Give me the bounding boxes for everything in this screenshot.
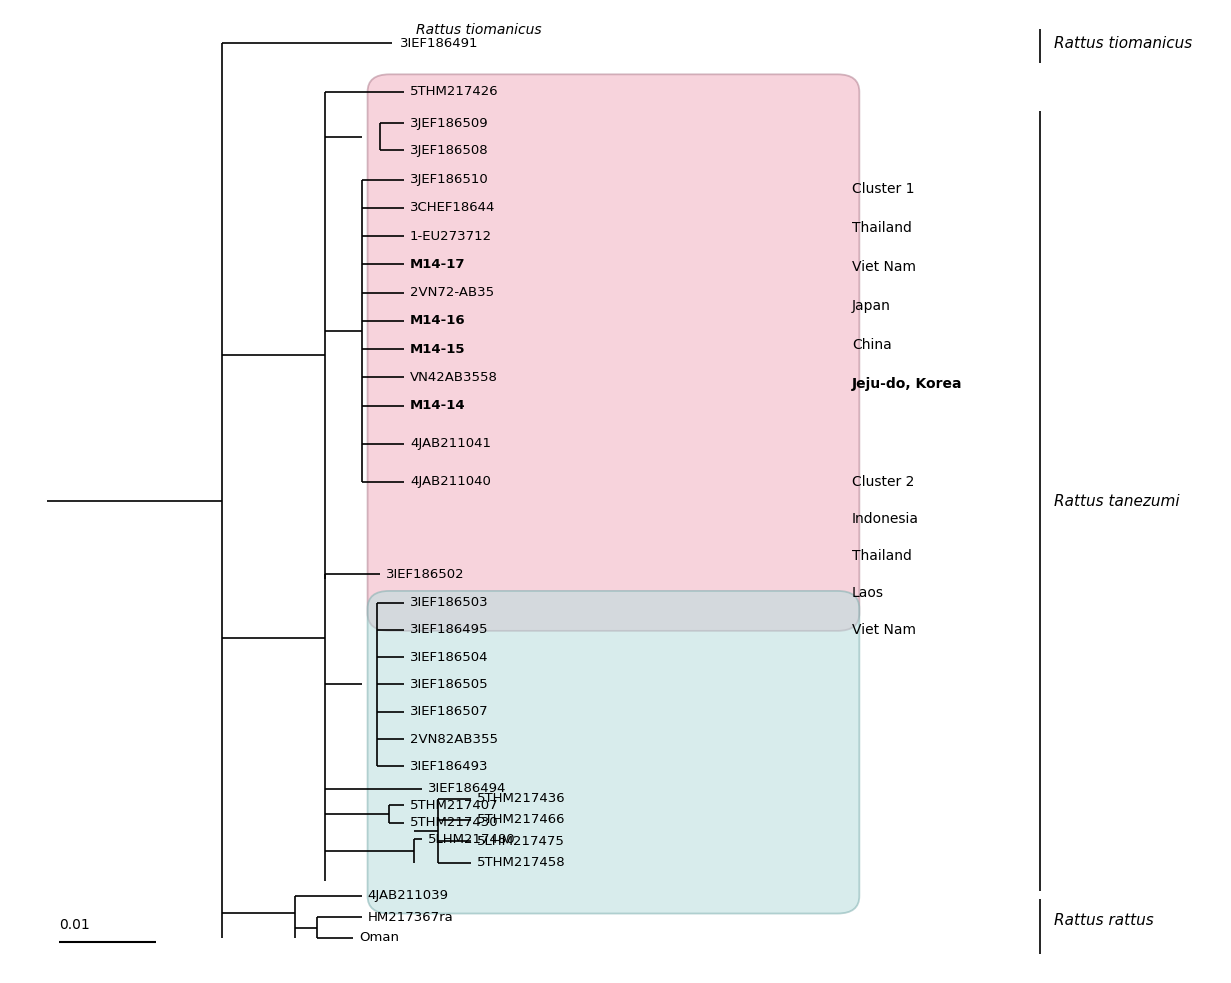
Text: M14-17: M14-17 <box>410 258 465 271</box>
Text: 5LHM217475: 5LHM217475 <box>476 835 565 848</box>
Text: 5THM217430: 5THM217430 <box>410 817 499 830</box>
Text: 3IEF186507: 3IEF186507 <box>410 705 489 719</box>
Text: 3IEF186494: 3IEF186494 <box>428 782 506 795</box>
Text: 3IEF186504: 3IEF186504 <box>410 651 489 664</box>
Text: M14-16: M14-16 <box>410 315 465 327</box>
Text: VN42AB3558: VN42AB3558 <box>410 371 497 384</box>
Text: Rattus tiomanicus: Rattus tiomanicus <box>416 23 542 36</box>
Text: Thailand: Thailand <box>852 549 912 563</box>
Text: 5THM217466: 5THM217466 <box>476 814 565 827</box>
Text: 3CHEF18644: 3CHEF18644 <box>410 202 495 214</box>
Text: Rattus tanezumi: Rattus tanezumi <box>1055 493 1181 509</box>
Text: 5THM217407: 5THM217407 <box>410 799 499 812</box>
FancyBboxPatch shape <box>368 591 859 913</box>
Text: 5THM217436: 5THM217436 <box>476 792 565 805</box>
Text: Cluster 2: Cluster 2 <box>852 475 915 489</box>
Text: Rattus rattus: Rattus rattus <box>1055 913 1155 928</box>
Text: M14-14: M14-14 <box>410 399 465 412</box>
Text: Viet Nam: Viet Nam <box>852 623 916 637</box>
Text: 2VN82AB355: 2VN82AB355 <box>410 732 499 745</box>
Text: Jeju-do, Korea: Jeju-do, Korea <box>852 377 963 391</box>
Text: Thailand: Thailand <box>852 221 912 235</box>
Text: Rattus tiomanicus: Rattus tiomanicus <box>1055 35 1193 51</box>
Text: 3IEF186495: 3IEF186495 <box>410 623 489 636</box>
Text: 3IEF186505: 3IEF186505 <box>410 678 489 691</box>
Text: Oman: Oman <box>359 932 399 945</box>
Text: 3IEF186493: 3IEF186493 <box>410 760 489 773</box>
Text: 3IEF186502: 3IEF186502 <box>385 568 464 581</box>
Text: China: China <box>852 338 891 352</box>
Text: 3JEF186509: 3JEF186509 <box>410 117 489 130</box>
Text: 3IEF186503: 3IEF186503 <box>410 596 489 609</box>
Text: 3JEF186508: 3JEF186508 <box>410 144 489 157</box>
Text: M14-15: M14-15 <box>410 343 465 356</box>
Text: Japan: Japan <box>852 299 891 314</box>
Text: 5LHM217480: 5LHM217480 <box>428 833 516 846</box>
Text: 3JEF186510: 3JEF186510 <box>410 173 489 186</box>
Text: 2VN72-AB35: 2VN72-AB35 <box>410 286 494 299</box>
Text: 4JAB211041: 4JAB211041 <box>410 437 491 450</box>
Text: 4JAB211040: 4JAB211040 <box>410 475 491 489</box>
Text: 0.01: 0.01 <box>59 918 90 932</box>
Text: Laos: Laos <box>852 586 884 600</box>
Text: 5THM217426: 5THM217426 <box>410 86 499 98</box>
Text: 1-EU273712: 1-EU273712 <box>410 230 492 243</box>
Text: 5THM217458: 5THM217458 <box>476 856 565 869</box>
Text: Cluster 1: Cluster 1 <box>852 183 915 197</box>
Text: HM217367ra: HM217367ra <box>368 911 453 924</box>
Text: 4JAB211039: 4JAB211039 <box>368 890 448 902</box>
Text: Viet Nam: Viet Nam <box>852 260 916 274</box>
Text: 3IEF186491: 3IEF186491 <box>400 36 479 50</box>
FancyBboxPatch shape <box>368 75 859 631</box>
Text: Indonesia: Indonesia <box>852 512 920 526</box>
